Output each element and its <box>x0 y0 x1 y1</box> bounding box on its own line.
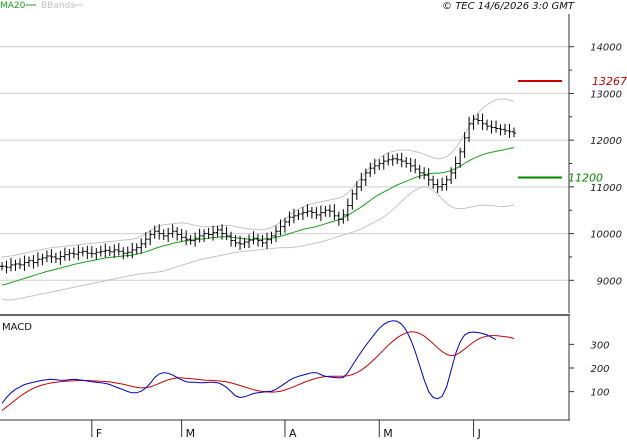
price-tick-label: 9000 <box>597 276 622 287</box>
macd-tick-label: 300 <box>590 340 609 351</box>
price-gridlines <box>0 46 569 281</box>
level-label: 11200 <box>568 172 603 185</box>
ma20-line <box>1 147 515 286</box>
macd-axis-ticks: 100 200 300 <box>569 340 610 399</box>
bollinger-lower-band <box>1 186 515 301</box>
copyright-text: © TEC 14/6/2026 3:0 GMT <box>442 1 575 12</box>
legend: MA20 BBands <box>0 1 83 11</box>
price-tick-label: 10000 <box>590 230 622 241</box>
price-panel: 13267 11200 9000 10000 11000 12000 13000 14000 <box>0 43 627 301</box>
macd-tick-label: 100 <box>590 388 609 399</box>
price-tick-label: 13000 <box>590 89 622 100</box>
x-tick-label: M <box>383 427 393 440</box>
x-tick-label: A <box>289 427 297 440</box>
bollinger-upper-band <box>1 98 515 258</box>
price-levels: 13267 11200 <box>518 75 627 185</box>
level-label: 13267 <box>592 75 627 88</box>
x-tick-label: J <box>477 427 481 440</box>
legend-label-ma20: MA20 <box>0 1 26 11</box>
x-tick-label: F <box>96 427 102 440</box>
macd-title: MACD <box>2 322 32 333</box>
macd-tick-label: 200 <box>590 364 609 375</box>
price-tick-label: 11000 <box>590 183 622 194</box>
macd-line <box>1 320 497 404</box>
price-tick-label: 12000 <box>590 136 622 147</box>
x-tick-label: M <box>186 427 196 440</box>
price-bars <box>0 113 516 274</box>
price-tick-label: 14000 <box>590 43 622 54</box>
legend-label-bbands: BBands <box>41 1 75 11</box>
macd-panel: MACD 100 200 300 <box>1 320 610 411</box>
